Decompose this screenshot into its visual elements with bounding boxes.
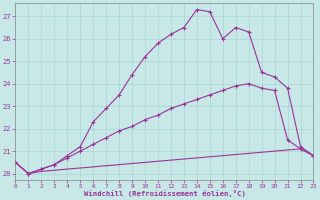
X-axis label: Windchill (Refroidissement éolien,°C): Windchill (Refroidissement éolien,°C) [84,190,245,197]
